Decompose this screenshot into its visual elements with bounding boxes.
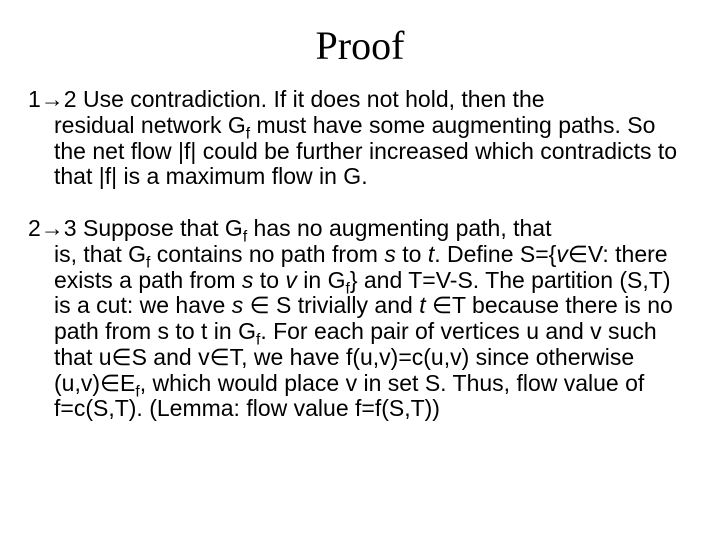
paragraph-2to3: 2→3 Suppose that Gf has no augmenting pa… [28,216,692,422]
para1-lead: 1→2 Use contradiction. If it does not ho… [28,87,692,113]
para2-lead: 2→3 Suppose that Gf has no augmenting pa… [28,216,692,242]
paragraph-1to2: 1→2 Use contradiction. If it does not ho… [28,87,692,190]
para2-body: is, that Gf contains no path from s to t… [28,242,692,422]
slide-title: Proof [28,22,692,69]
slide: Proof 1→2 Use contradiction. If it does … [0,0,720,540]
para1-body: residual network Gf must have some augme… [28,113,692,190]
